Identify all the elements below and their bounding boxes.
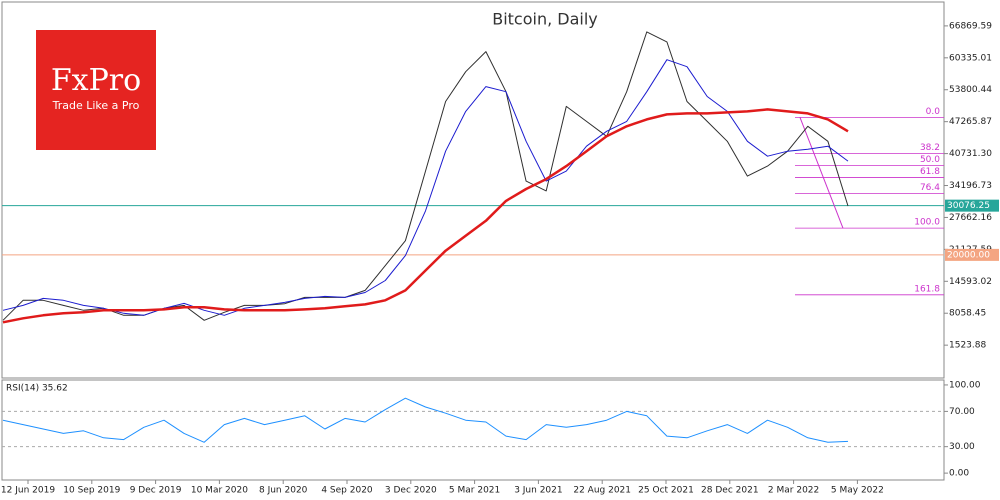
logo bbox=[36, 30, 156, 150]
price-tag bbox=[945, 199, 999, 212]
fib-label: 161.8 bbox=[914, 284, 940, 294]
x-tick-label: 22 Aug 2021 bbox=[573, 486, 631, 496]
y-tick-label: 14593.02 bbox=[949, 277, 992, 287]
y-tick-label: 53800.44 bbox=[949, 85, 992, 95]
series-line bbox=[2, 59, 849, 316]
x-tick-label: 9 Dec 2019 bbox=[130, 486, 182, 496]
x-tick-label: 5 May 2022 bbox=[831, 486, 884, 496]
y-tick-label: 100.00 bbox=[949, 380, 981, 390]
y-tick-label: 66869.59 bbox=[949, 21, 992, 31]
y-tick-label: 30.00 bbox=[949, 442, 975, 452]
rsi-panel bbox=[1, 379, 945, 481]
y-tick-label: 40731.30 bbox=[949, 149, 992, 159]
x-tick-label: 5 Mar 2021 bbox=[449, 486, 500, 496]
x-tick-label: 2 Mar 2022 bbox=[768, 486, 819, 496]
y-tick-label: 47265.87 bbox=[949, 117, 992, 127]
series-line bbox=[2, 108, 849, 324]
y-tick-label: 60335.01 bbox=[949, 53, 992, 63]
y-tick-label: 0.00 bbox=[949, 469, 969, 479]
rsi-label: RSI(14) 35.62 bbox=[6, 384, 68, 394]
price-tag-label: 30076.25 bbox=[947, 201, 990, 211]
fib-label: 38.2 bbox=[920, 143, 940, 153]
fib-label: 0.0 bbox=[926, 107, 941, 117]
y-tick-label: 34196.73 bbox=[949, 181, 992, 191]
x-tick-label: 3 Dec 2020 bbox=[385, 486, 437, 496]
x-tick-label: 25 Oct 2021 bbox=[638, 486, 694, 496]
x-tick-label: 28 Dec 2021 bbox=[701, 486, 759, 496]
series-line bbox=[2, 397, 849, 443]
price-tag-label: 20000.00 bbox=[947, 250, 990, 260]
y-tick-label: 27662.16 bbox=[949, 213, 992, 223]
fib-label: 100.0 bbox=[914, 218, 940, 228]
x-tick-label: 12 Jun 2019 bbox=[1, 486, 55, 496]
logo-tagline: Trade Like a Pro bbox=[52, 99, 140, 112]
x-tick-label: 4 Sep 2020 bbox=[321, 486, 373, 496]
price-panel bbox=[1, 1, 945, 379]
fib-label: 76.4 bbox=[920, 183, 940, 193]
logo-name: FxPro bbox=[51, 63, 141, 98]
y-tick-label: 1523.88 bbox=[949, 341, 986, 351]
fib-trend bbox=[799, 117, 844, 229]
y-tick-label: 8058.45 bbox=[949, 309, 986, 319]
y-tick-label: 70.00 bbox=[949, 407, 975, 417]
fib-label: 61.8 bbox=[920, 167, 940, 177]
x-tick-label: 8 Jun 2020 bbox=[259, 486, 308, 496]
x-tick-label: 10 Sep 2019 bbox=[63, 486, 120, 496]
fib-label: 50.0 bbox=[920, 155, 940, 165]
price-tag bbox=[945, 248, 999, 261]
x-tick-label: 3 Jun 2021 bbox=[514, 486, 562, 496]
x-tick-label: 10 Mar 2020 bbox=[191, 486, 248, 496]
chart-title: Bitcoin, Daily bbox=[492, 10, 598, 29]
